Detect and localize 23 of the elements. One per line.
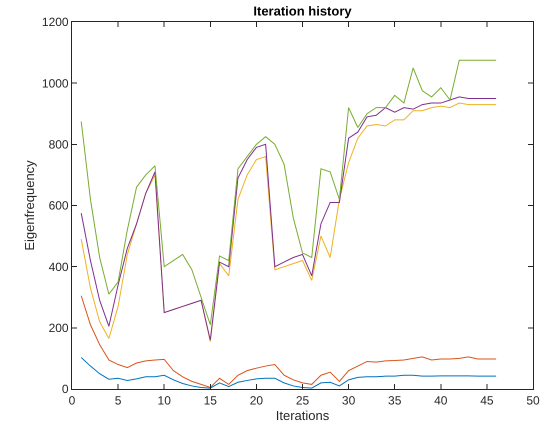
line-series	[80, 295, 497, 388]
y-tick-label: 600	[48, 198, 69, 213]
y-tick-label: 400	[48, 260, 69, 274]
line-series	[80, 357, 497, 389]
x-tick-label: 25	[296, 393, 310, 408]
line-series	[80, 60, 497, 326]
x-tick-label: 5	[114, 393, 122, 408]
chart-title: Iteration history	[253, 4, 352, 19]
x-tick-label: 20	[250, 393, 264, 408]
x-tick-label: 35	[388, 393, 402, 408]
x-tick-label: 15	[204, 393, 218, 408]
y-tick-label: 0	[62, 382, 69, 396]
y-axis-title: Eigenfrequency	[22, 160, 37, 251]
y-tick-label: 200	[48, 321, 69, 336]
y-tick-label: 800	[48, 138, 69, 152]
x-axis-title: Iterations	[276, 408, 330, 423]
x-tick-label: 30	[342, 393, 356, 408]
x-tick-label: 45	[480, 393, 494, 408]
x-tick-label: 50	[526, 393, 540, 408]
y-tick-label: 1200	[42, 15, 69, 30]
x-tick-label: 40	[434, 393, 448, 408]
y-tick-label: 1000	[42, 76, 69, 90]
x-tick-label: 10	[158, 393, 172, 408]
